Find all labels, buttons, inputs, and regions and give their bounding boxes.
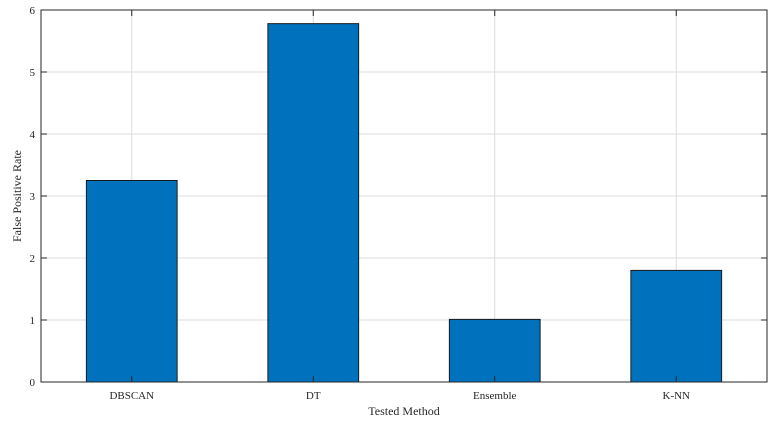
y-tick-label: 1 <box>30 315 36 327</box>
x-tick-labels: DBSCAN DT Ensemble K-NN <box>109 390 690 402</box>
y-tick-label: 4 <box>30 129 36 141</box>
bars <box>85 23 723 383</box>
x-axis-label: Tested Method <box>368 404 439 418</box>
axis-ticks <box>41 9 767 383</box>
y-axis-label: False Positive Rate <box>10 150 24 242</box>
x-tick-label: DBSCAN <box>109 390 154 402</box>
y-tick-label: 3 <box>30 191 36 203</box>
bar-k-nn <box>630 269 723 383</box>
y-tick-label: 2 <box>30 253 36 265</box>
y-tick-label: 5 <box>30 67 36 79</box>
y-tick-label: 0 <box>30 377 36 389</box>
bar-dt <box>267 23 360 383</box>
x-tick-label: DT <box>306 390 321 402</box>
bar-ensemble <box>448 318 541 383</box>
x-tick-label: K-NN <box>663 390 691 402</box>
y-tick-label: 6 <box>30 5 36 17</box>
x-tick-label: Ensemble <box>473 390 516 402</box>
bar-dbscan <box>85 180 178 383</box>
y-tick-labels: 0 1 2 3 4 5 6 <box>30 5 36 389</box>
